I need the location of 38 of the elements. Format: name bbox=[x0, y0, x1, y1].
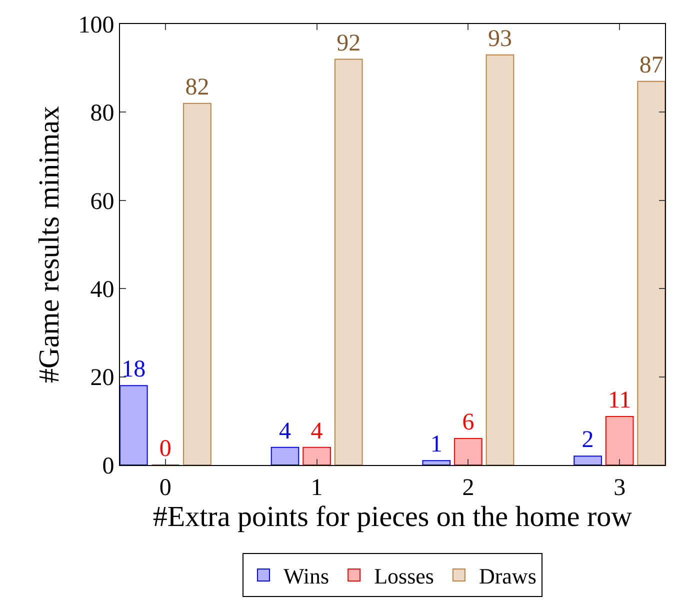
x-tick-label: 0 bbox=[159, 474, 172, 501]
y-tick-label: 40 bbox=[90, 277, 114, 303]
data-label: 0 bbox=[159, 436, 172, 462]
data-label: 2 bbox=[582, 427, 594, 454]
y-tick-label: 0 bbox=[102, 453, 114, 480]
data-label: 87 bbox=[639, 52, 664, 78]
legend-label: Draws bbox=[478, 564, 536, 589]
data-label: 11 bbox=[608, 387, 632, 414]
y-axis-title: #Game results minimax bbox=[34, 105, 66, 384]
x-axis-title: #Extra points for pieces on the home row bbox=[152, 500, 632, 533]
data-label: 4 bbox=[310, 418, 323, 444]
bar bbox=[334, 58, 363, 465]
x-tick-label: 2 bbox=[462, 474, 474, 501]
data-label: 4 bbox=[279, 418, 292, 444]
data-label: 93 bbox=[488, 26, 512, 52]
data-label: 1 bbox=[430, 432, 442, 458]
x-tick-label: 3 bbox=[614, 474, 626, 501]
bar bbox=[637, 80, 665, 465]
legend-label: Losses bbox=[374, 564, 434, 589]
bar bbox=[422, 460, 451, 465]
y-tick-label: 20 bbox=[90, 365, 114, 392]
bar bbox=[302, 446, 331, 465]
legend-label: Wins bbox=[284, 564, 330, 589]
x-tick-label: 1 bbox=[310, 474, 323, 501]
bar bbox=[183, 102, 212, 465]
data-label: 92 bbox=[336, 30, 361, 56]
data-label: 82 bbox=[185, 74, 210, 100]
y-tick-label: 100 bbox=[78, 12, 114, 38]
y-tick-label: 80 bbox=[90, 100, 114, 127]
data-label: 18 bbox=[122, 356, 146, 383]
bar bbox=[454, 438, 482, 465]
bar bbox=[120, 385, 148, 465]
data-label: 6 bbox=[462, 410, 474, 436]
bar bbox=[574, 456, 602, 465]
bar bbox=[486, 54, 514, 465]
bar bbox=[605, 416, 634, 465]
y-tick-label: 60 bbox=[90, 188, 114, 215]
bar bbox=[270, 446, 300, 465]
